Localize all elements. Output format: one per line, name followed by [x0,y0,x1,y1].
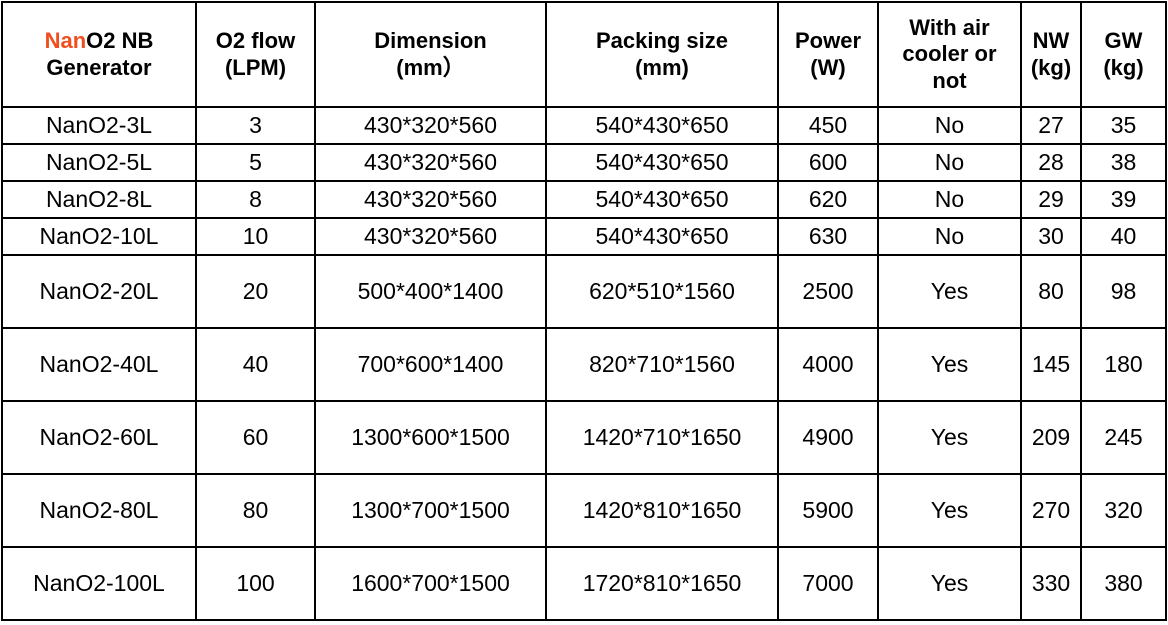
cell-air-cooler: Yes [877,327,1022,402]
table-row: NanO2-8L 8 430*320*560 540*430*650 620 No 29 39 [1,180,1167,219]
cell-air-cooler: Yes [877,254,1022,329]
cell-power: 600 [777,143,879,182]
cell-nw: 270 [1020,473,1082,548]
cell-nw: 80 [1020,254,1082,329]
cell-o2-flow: 40 [195,327,316,402]
cell-nw: 145 [1020,327,1082,402]
cell-nw: 27 [1020,106,1082,145]
cell-packing-size: 1420*810*1650 [545,473,779,548]
table-row: NanO2-100L 100 1600*700*1500 1720*810*1650 7… [1,546,1167,621]
cell-nw: 330 [1020,546,1082,621]
cell-gw: 245 [1080,400,1167,475]
cell-air-cooler: No [877,143,1022,182]
cell-nw: 30 [1020,217,1082,256]
cell-gw: 98 [1080,254,1167,329]
header-o2-flow: O2 flow (LPM) [195,1,316,108]
cell-model: NanO2-20L [1,254,197,329]
cell-o2-flow: 20 [195,254,316,329]
header-packing-size: Packing size (mm) [545,1,779,108]
cell-dimension: 430*320*560 [314,217,547,256]
cell-model: NanO2-40L [1,327,197,402]
cell-air-cooler: Yes [877,473,1022,548]
cell-dimension: 500*400*1400 [314,254,547,329]
cell-packing-size: 820*710*1560 [545,327,779,402]
header-dimension: Dimension (mm） [314,1,547,108]
cell-air-cooler: No [877,180,1022,219]
cell-dimension: 430*320*560 [314,143,547,182]
table-row: NanO2-10L 10 430*320*560 540*430*650 630 No 30… [1,217,1167,256]
cell-air-cooler: No [877,217,1022,256]
header-nw: NW (kg) [1020,1,1082,108]
cell-nw: 209 [1020,400,1082,475]
cell-gw: 180 [1080,327,1167,402]
cell-air-cooler: No [877,106,1022,145]
cell-power: 4000 [777,327,879,402]
cell-power: 7000 [777,546,879,621]
cell-gw: 38 [1080,143,1167,182]
cell-model: NanO2-3L [1,106,197,145]
cell-dimension: 1600*700*1500 [314,546,547,621]
cell-air-cooler: Yes [877,546,1022,621]
table-row: NanO2-3L 3 430*320*560 540*430*650 450 No 27 35 [1,106,1167,145]
cell-packing-size: 540*430*650 [545,180,779,219]
cell-dimension: 1300*700*1500 [314,473,547,548]
cell-o2-flow: 100 [195,546,316,621]
table-row: NanO2-60L 60 1300*600*1500 1420*710*1650 490… [1,400,1167,475]
header-air-cooler: With air cooler or not [877,1,1022,108]
brand-accent: Nan [44,28,87,54]
cell-model: NanO2-100L [1,546,197,621]
cell-o2-flow: 80 [195,473,316,548]
cell-dimension: 1300*600*1500 [314,400,547,475]
cell-model: NanO2-10L [1,217,197,256]
cell-nw: 29 [1020,180,1082,219]
cell-dimension: 700*600*1400 [314,327,547,402]
header-generator: NanO2 NB Generator [1,1,197,108]
cell-power: 630 [777,217,879,256]
cell-model: NanO2-80L [1,473,197,548]
cell-gw: 35 [1080,106,1167,145]
cell-gw: 39 [1080,180,1167,219]
cell-packing-size: 1420*710*1650 [545,400,779,475]
cell-dimension: 430*320*560 [314,180,547,219]
cell-packing-size: 540*430*650 [545,217,779,256]
cell-power: 2500 [777,254,879,329]
cell-power: 5900 [777,473,879,548]
cell-gw: 380 [1080,546,1167,621]
table-row: NanO2-20L 20 500*400*1400 620*510*1560 2500 Y… [1,254,1167,329]
header-row: NanO2 NB Generator O2 flow (LPM) Dimensio… [1,1,1167,108]
cell-o2-flow: 3 [195,106,316,145]
cell-packing-size: 1720*810*1650 [545,546,779,621]
table-row: NanO2-80L 80 1300*700*1500 1420*810*1650 590… [1,473,1167,548]
header-gw: GW (kg) [1080,1,1167,108]
table-row: NanO2-5L 5 430*320*560 540*430*650 600 No 28 38 [1,143,1167,182]
cell-model: NanO2-8L [1,180,197,219]
cell-power: 620 [777,180,879,219]
cell-gw: 40 [1080,217,1167,256]
cell-gw: 320 [1080,473,1167,548]
cell-o2-flow: 60 [195,400,316,475]
cell-packing-size: 620*510*1560 [545,254,779,329]
cell-power: 450 [777,106,879,145]
cell-air-cooler: Yes [877,400,1022,475]
cell-power: 4900 [777,400,879,475]
cell-nw: 28 [1020,143,1082,182]
cell-o2-flow: 10 [195,217,316,256]
table-row: NanO2-40L 40 700*600*1400 820*710*1560 4000 Y… [1,327,1167,402]
cell-model: NanO2-60L [1,400,197,475]
cell-packing-size: 540*430*650 [545,143,779,182]
cell-o2-flow: 8 [195,180,316,219]
cell-dimension: 430*320*560 [314,106,547,145]
cell-packing-size: 540*430*650 [545,106,779,145]
cell-model: NanO2-5L [1,143,197,182]
cell-o2-flow: 5 [195,143,316,182]
header-power: Power (W) [777,1,879,108]
